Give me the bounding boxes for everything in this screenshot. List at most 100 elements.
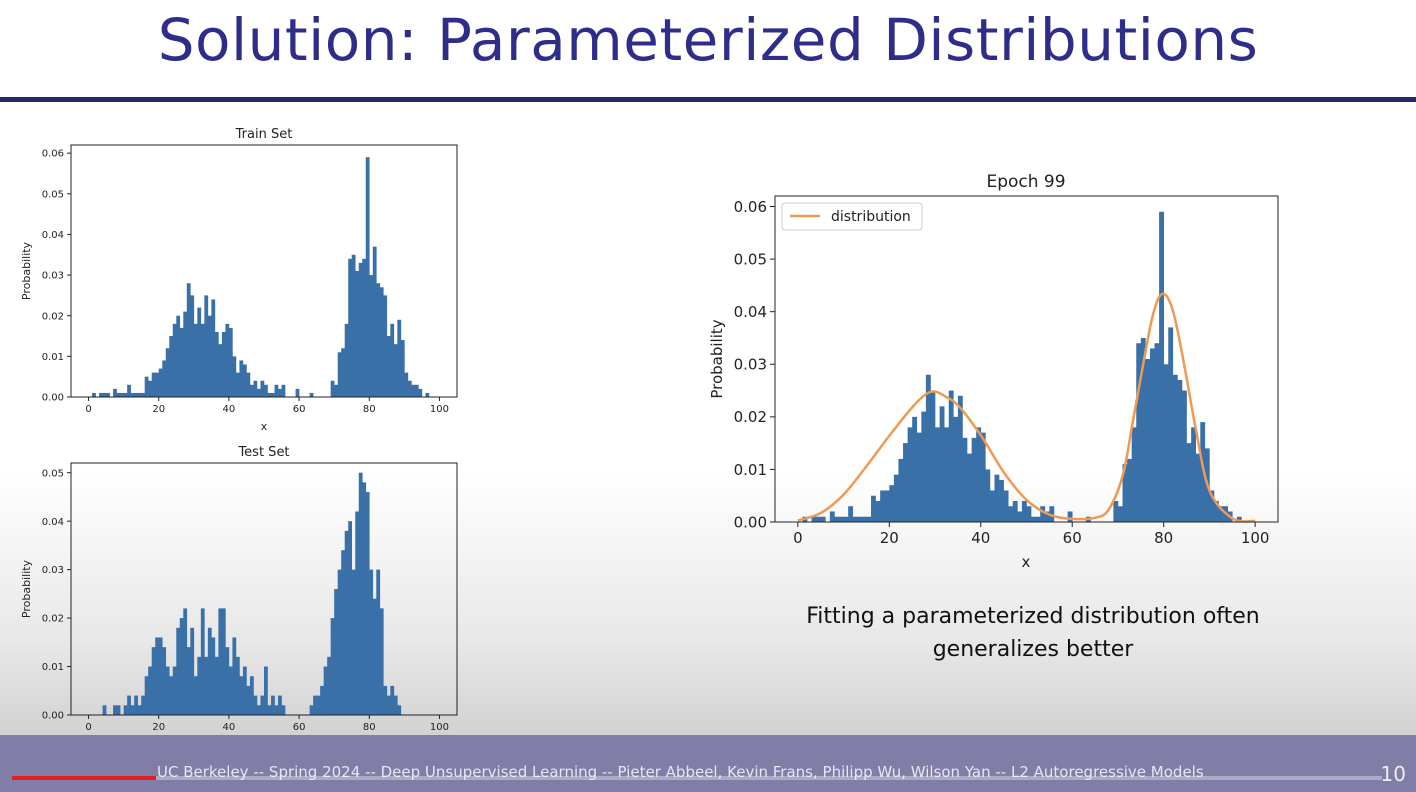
histogram-bar [256, 388, 261, 397]
histogram-bar [852, 516, 858, 522]
y-tick-label: 0.01 [42, 662, 64, 673]
x-axis: 0 20 40 60 80 100 [793, 522, 1269, 547]
x-tick-label: 100 [430, 722, 449, 733]
footer-bar [0, 735, 1416, 792]
histogram-bar [1021, 500, 1027, 522]
train-set-chart: Train Set 0.00 0.01 0.02 0.03 0.04 0.05 0.06 0… [20, 127, 458, 433]
plot-frame [774, 195, 1279, 523]
histogram-bar [1117, 506, 1123, 522]
histogram-bar [274, 384, 279, 397]
histogram-bar [1213, 500, 1219, 522]
y-tick-label: 0.05 [734, 250, 767, 268]
histogram-bar [889, 485, 895, 522]
x-tick-label: 100 [1241, 529, 1270, 547]
histogram-bar [985, 469, 991, 522]
histogram-bar [204, 295, 209, 397]
histogram-bar [218, 608, 223, 715]
histogram-bar [134, 695, 138, 715]
histogram-bar [130, 705, 135, 715]
video-progress-bar[interactable] [12, 776, 1382, 780]
slide-caption: Fitting a parameterized distribution oft… [806, 604, 1260, 662]
histogram-bar [218, 344, 223, 397]
histogram-bar [1186, 443, 1192, 522]
histogram-bar [141, 695, 145, 715]
y-tick-label: 0.00 [734, 513, 767, 531]
y-tick-label: 0.03 [42, 565, 64, 576]
histogram-bar [186, 283, 191, 397]
x-tick-label: 40 [223, 404, 236, 415]
histogram-bar [390, 323, 395, 397]
histogram-bar [267, 705, 272, 715]
histogram-bar [875, 500, 881, 522]
histogram-bar [256, 705, 261, 715]
histogram-bar [1181, 390, 1187, 522]
y-tick-label: 0.03 [734, 356, 767, 374]
histogram-bar [176, 627, 181, 715]
x-tick-label: 80 [1154, 529, 1173, 547]
histogram-bar [871, 495, 876, 522]
histogram-bar [144, 376, 149, 397]
histogram-bar [1127, 458, 1132, 522]
histogram-bar [204, 656, 209, 715]
histogram-bar [260, 380, 265, 397]
histogram-bar [1049, 506, 1055, 522]
histogram-bar [271, 392, 275, 397]
histogram-bar [267, 392, 272, 397]
histogram-bar [225, 323, 230, 397]
histogram-bar [214, 331, 219, 397]
histogram-bar [225, 647, 230, 715]
x-tick-label: 60 [293, 722, 306, 733]
histogram-bar [183, 608, 188, 715]
histogram-bar [418, 388, 423, 397]
histogram-bar [1145, 359, 1151, 522]
legend: distribution [781, 202, 923, 231]
x-tick-label: 100 [430, 404, 449, 415]
histogram-bar [323, 666, 328, 715]
histogram-bar [197, 307, 202, 397]
histogram-bar [404, 372, 409, 397]
y-tick-label: 0.05 [42, 468, 64, 479]
histogram-bar [123, 392, 128, 397]
histogram-bar [228, 327, 233, 397]
histogram-bar [127, 384, 131, 397]
histogram-bar [295, 388, 300, 397]
histogram-bar [158, 637, 163, 715]
histogram-bar [134, 392, 138, 397]
y-axis: 0.00 0.01 0.02 0.03 0.04 0.05 [42, 468, 71, 722]
histogram-bar [116, 705, 121, 715]
test-set-chart: Test Set 0.00 0.01 0.02 0.03 0.04 0.05 0 20 40 6… [20, 445, 458, 751]
histogram-bar [880, 490, 886, 522]
histogram-bar [155, 637, 160, 715]
histogram-bar [999, 479, 1004, 522]
y-axis-label: Probability [20, 559, 33, 618]
histogram-bar [130, 392, 135, 397]
x-tick-label: 20 [152, 722, 165, 733]
histogram-bar [351, 569, 356, 715]
histogram-bar [820, 516, 826, 522]
y-tick-label: 0.01 [42, 352, 64, 363]
histogram-bar [120, 392, 124, 397]
histogram-bar [137, 392, 142, 397]
histogram-bar [1195, 453, 1201, 522]
histogram-bar [165, 348, 170, 397]
histogram-bar [197, 656, 202, 715]
histogram-bar [939, 406, 945, 522]
histogram-bar [393, 344, 398, 397]
x-axis: 0 20 40 60 80 100 [85, 715, 449, 733]
histogram-bar [971, 437, 977, 522]
histogram-bar [235, 656, 240, 715]
bar-group [102, 472, 402, 715]
histogram-bar [344, 530, 349, 715]
histogram-bar [994, 474, 1000, 522]
histogram-bar [278, 388, 282, 397]
histogram-bar [344, 323, 349, 397]
histogram-bar [348, 521, 353, 715]
histogram-bar [113, 705, 117, 715]
histogram-bar [962, 437, 968, 522]
histogram-bar [274, 705, 279, 715]
y-tick-label: 0.02 [42, 311, 64, 322]
histogram-bar [948, 390, 954, 522]
chart-title: Test Set [237, 445, 289, 460]
histogram-bar [362, 482, 367, 715]
histogram-bar [249, 676, 254, 715]
